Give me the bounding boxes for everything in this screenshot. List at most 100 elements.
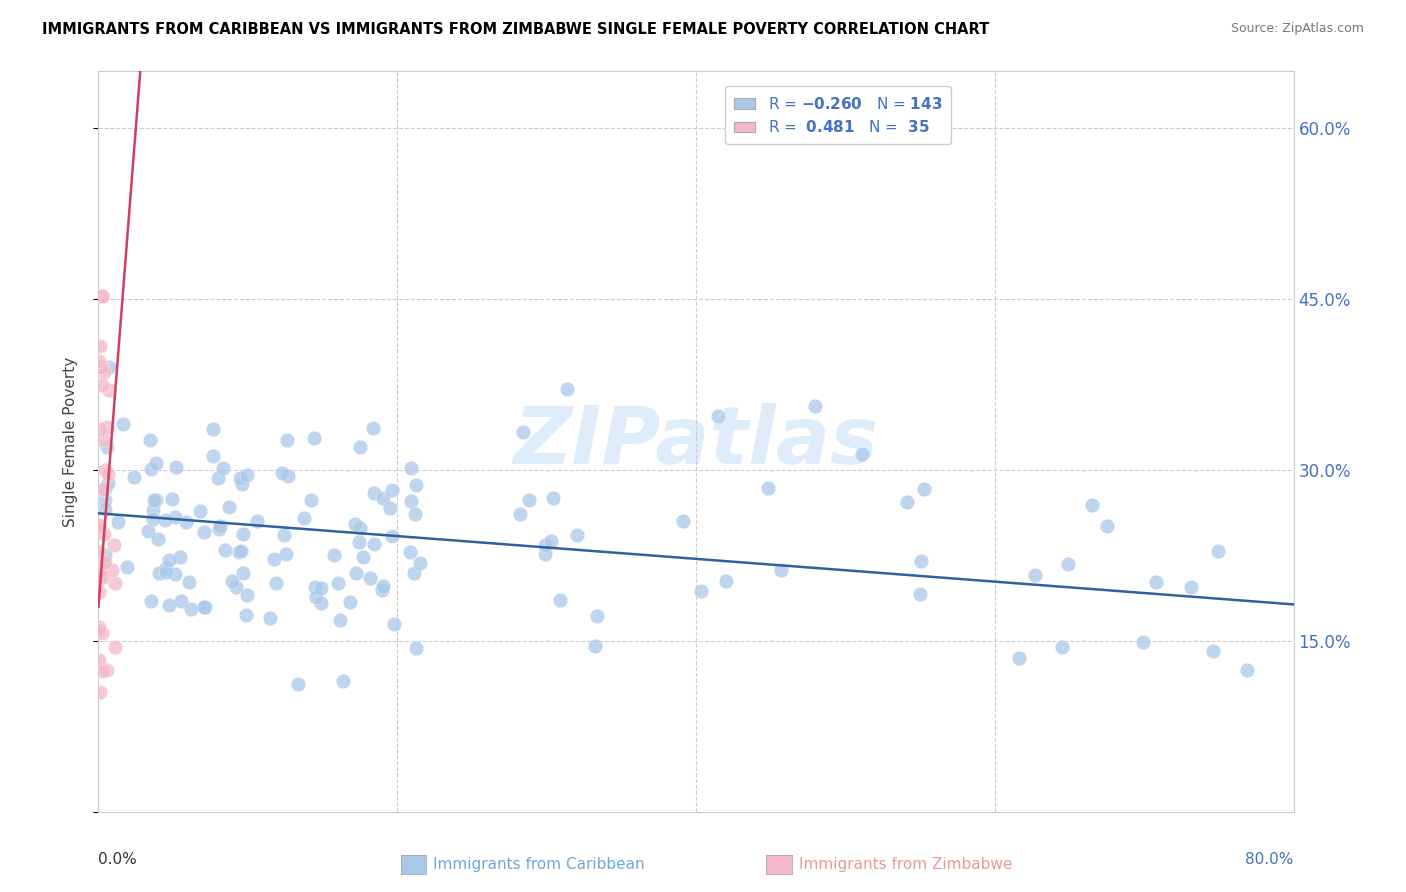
Point [1208,544,1230,558]
Point [548,593,571,607]
Point [382,616,405,631]
Text: 80.0%: 80.0% [1246,853,1294,867]
Point [323,548,346,562]
Point [534,538,557,552]
Point [155,560,177,574]
Point [107,515,129,529]
Point [294,511,316,525]
Point [91,289,114,303]
Point [349,521,371,535]
Point [896,494,918,508]
Point [231,477,253,491]
Point [399,494,422,508]
Point [91,555,114,569]
Point [148,566,170,581]
Point [202,449,225,463]
Point [908,587,931,601]
Point [770,563,793,577]
Point [166,459,188,474]
Point [96,440,118,454]
Point [235,468,257,483]
Point [96,663,118,677]
Point [235,607,257,622]
Point [409,556,432,570]
Point [87,620,110,634]
Point [221,574,243,588]
Text: Source: ZipAtlas.com: Source: ZipAtlas.com [1230,22,1364,36]
Point [229,544,252,558]
Point [509,507,531,521]
Point [94,555,117,569]
Point [157,553,180,567]
Text: IMMIGRANTS FROM CARIBBEAN VS IMMIGRANTS FROM ZIMBABWE SINGLE FEMALE POVERTY CORR: IMMIGRANTS FROM CARIBBEAN VS IMMIGRANTS … [42,22,990,37]
Point [277,469,299,483]
Point [344,566,367,580]
Point [209,519,232,533]
Point [94,463,117,477]
Point [359,571,381,585]
Text: Immigrants from Zimbabwe: Immigrants from Zimbabwe [799,857,1012,871]
Point [141,594,163,608]
Point [141,462,163,476]
Point [98,383,121,397]
Point [371,582,394,597]
Point [91,289,114,303]
Point [565,528,588,542]
Point [361,421,384,435]
Point [263,551,285,566]
Point [157,598,180,612]
Point [89,339,111,353]
Point [405,641,427,656]
Point [188,504,211,518]
Point [218,500,240,514]
Point [512,425,534,440]
Point [160,491,183,506]
Point [1008,651,1031,665]
Point [103,538,125,552]
Point [97,467,120,482]
Point [329,613,352,627]
Point [87,623,110,637]
Point [756,481,779,495]
Point [399,460,422,475]
Point [104,575,127,590]
Point [1180,580,1202,594]
Point [304,431,326,445]
Point [193,524,215,539]
Point [170,594,193,608]
Point [89,566,111,580]
Point [402,566,425,580]
Point [378,501,401,516]
Point [174,515,197,529]
Point [714,574,737,589]
Point [1144,575,1167,590]
Point [1095,519,1118,533]
Point [381,529,404,543]
Point [138,524,160,539]
Point [94,502,117,516]
Point [586,609,609,624]
Point [90,568,112,582]
Point [90,377,112,392]
Point [371,579,394,593]
Point [89,685,111,699]
Point [851,447,873,461]
Point [117,560,139,574]
Point [363,537,385,551]
Point [165,510,187,524]
Point [89,653,111,667]
Point [534,547,557,561]
Point [399,544,422,558]
Point [112,417,135,431]
Point [304,580,326,594]
Point [804,399,827,413]
Point [177,575,200,590]
Point [343,517,366,532]
Point [87,585,110,599]
Point [287,677,309,691]
Point [142,512,165,526]
Point [96,419,118,434]
Point [94,548,117,562]
Point [671,514,693,528]
Point [142,493,165,508]
